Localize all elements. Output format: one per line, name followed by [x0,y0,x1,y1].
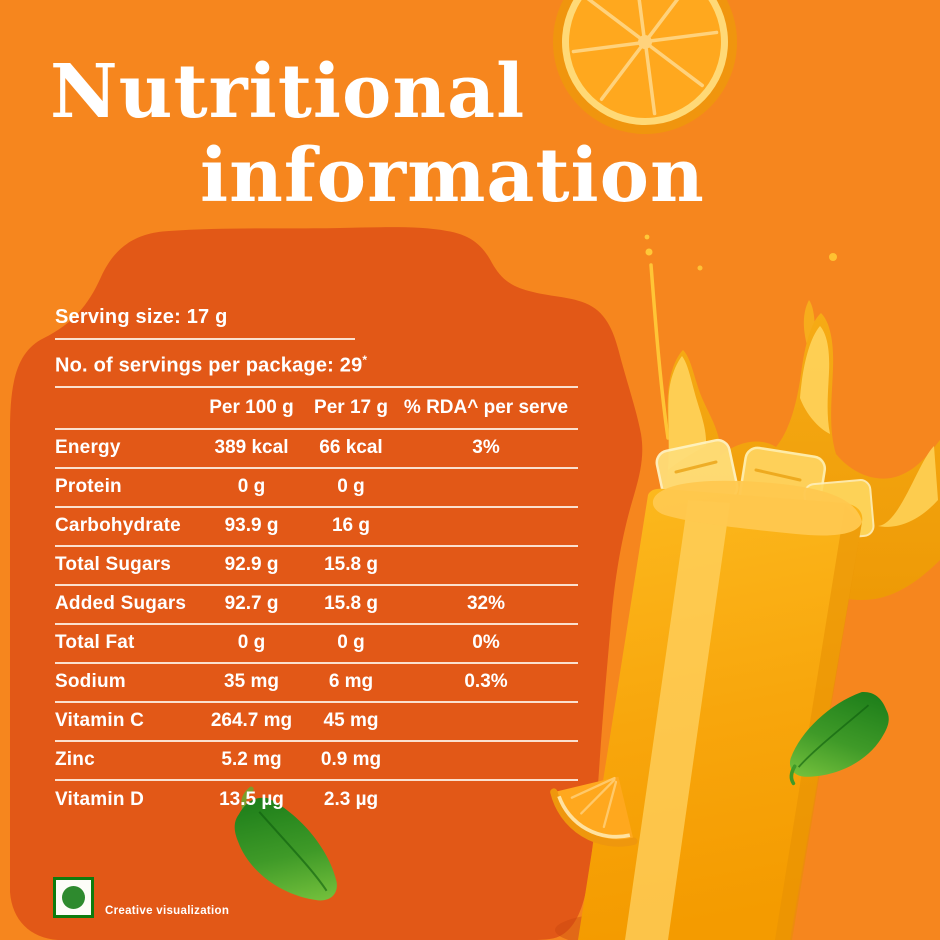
divider-line [55,385,578,388]
row-label-cell: Added Sugars [55,593,187,615]
rda-cell [394,468,578,507]
row-label-cell: Total Sugars [55,554,172,576]
nutrition-panel: Serving size: 17 g No. of servings per p… [55,306,578,819]
juice-glass [578,480,863,940]
per-100g-cell: 92.9 g [224,554,279,576]
per-100g-cell: 92.7 g [224,593,279,615]
rda-cell: 0.3% [464,671,508,693]
servings-per-package-text: No. of servings per package: 29* [55,353,368,377]
per-17g-cell: 0.9 mg [320,749,382,771]
per-17g-cell: 66 kcal [319,437,383,459]
splash-streaks [644,234,837,440]
header-per-100g: Per 100 g [209,396,294,418]
leaf-bottom-image [234,786,337,901]
per-17g-cell: 0 g [337,632,365,654]
table-row: Protein 0 g 0 g [55,468,578,507]
table-row: Total Fat 0 g 0 g 0% [55,624,578,663]
leaf-right-image [789,692,889,786]
creative-visualization-note: Creative visualization [105,905,230,917]
row-label-cell: Sodium [55,671,126,693]
rda-cell [394,741,578,780]
row-label-cell: Protein [55,476,122,498]
table-row: Vitamin D 13.5 µg 2.3 µg [55,780,578,819]
per-17g-cell: 2.3 µg [323,788,379,810]
row-label-cell: Carbohydrate [55,515,181,537]
divider-line [55,338,355,340]
veg-dot-icon [62,886,85,909]
row-label-cell: Total Fat [55,632,135,654]
per-17g-cell: 6 mg [328,671,374,693]
per-17g-cell: 16 g [331,515,371,537]
table-row: Total Sugars 92.9 g 15.8 g [55,546,578,585]
row-label-cell: Vitamin D [55,788,145,810]
rda-cell: 0% [472,632,500,654]
rda-cell: 32% [466,593,506,615]
per-17g-cell: 0 g [337,476,365,498]
orange-wedge-image [550,776,638,847]
table-row: Energy 389 kcal 66 kcal 3% [55,429,578,468]
per-100g-cell: 35 mg [224,671,279,693]
per-100g-cell: 0 g [237,632,266,654]
orange-half-image [553,0,737,134]
row-label-cell: Zinc [55,749,95,771]
per-100g-cell: 5.2 mg [221,749,282,771]
per-17g-cell: 15.8 g [324,593,378,615]
header-rda-per-serve: % RDA^ per serve [403,396,569,418]
row-label-cell: Energy [55,437,121,459]
veg-mark-icon [53,877,94,918]
footnote-asterisk: * [362,353,368,367]
table-row: Added Sugars 92.7 g 15.8 g 32% [55,585,578,624]
nutrition-table: Per 100 g Per 17 g % RDA^ per serve Ener… [55,388,578,819]
per-100g-cell: 264.7 mg [210,710,293,732]
header-nutrient [55,388,195,429]
per-100g-cell: 93.9 g [224,515,279,537]
per-17g-cell: 15.8 g [324,554,378,576]
rda-cell [394,780,578,819]
background-blob [10,227,643,940]
rda-cell [394,507,578,546]
rda-cell [394,702,578,741]
table-header-row: Per 100 g Per 17 g % RDA^ per serve [55,388,578,429]
per-100g-cell: 389 kcal [214,437,289,459]
page-title: Nutritional information [50,50,705,218]
serving-size-text: Serving size: 17 g [55,306,228,328]
title-line-2: information [200,133,705,219]
title-line-1: Nutritional [50,49,526,135]
table-row: Sodium 35 mg 6 mg 0.3% [55,663,578,702]
row-label-cell: Vitamin C [55,710,145,732]
per-100g-cell: 0 g [237,476,266,498]
table-row: Carbohydrate 93.9 g 16 g [55,507,578,546]
table-row: Zinc 5.2 mg 0.9 mg [55,741,578,780]
rda-cell: 3% [472,437,500,459]
header-per-17g: Per 17 g [314,396,388,418]
table-row: Vitamin C 264.7 mg 45 mg [55,702,578,741]
per-100g-cell: 13.5 µg [219,788,284,810]
per-17g-cell: 45 mg [323,710,379,732]
rda-cell [394,546,578,585]
